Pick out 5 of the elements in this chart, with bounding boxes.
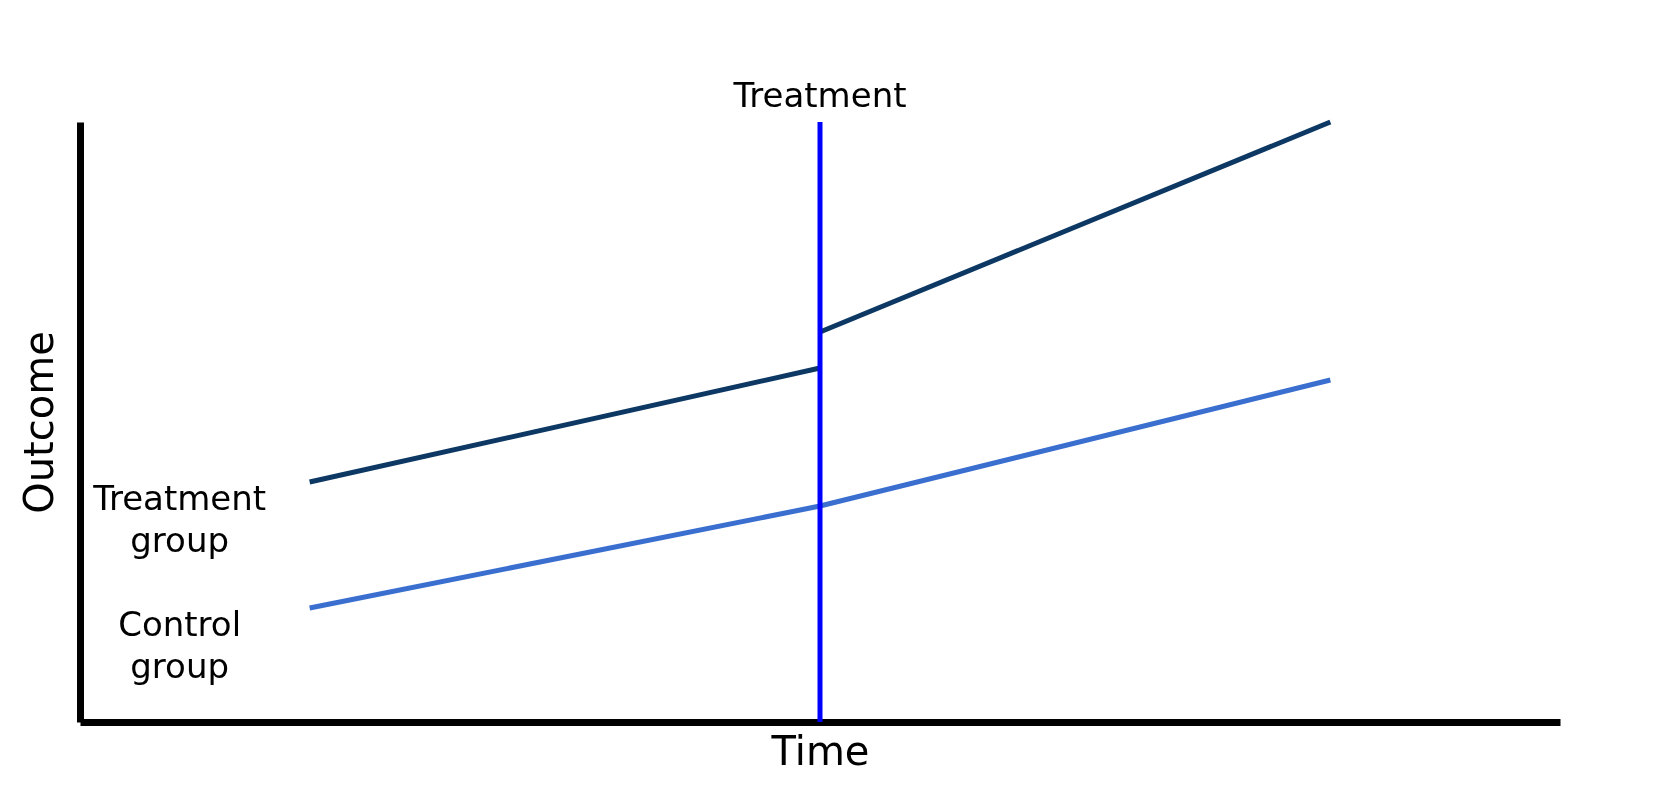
text: Control group <box>118 604 242 686</box>
y-axis-title: Outcome <box>15 331 62 514</box>
series-label: Treatment group <box>92 478 267 560</box>
x-axis-title: Time <box>770 727 870 774</box>
text: Treatment <box>732 75 907 115</box>
